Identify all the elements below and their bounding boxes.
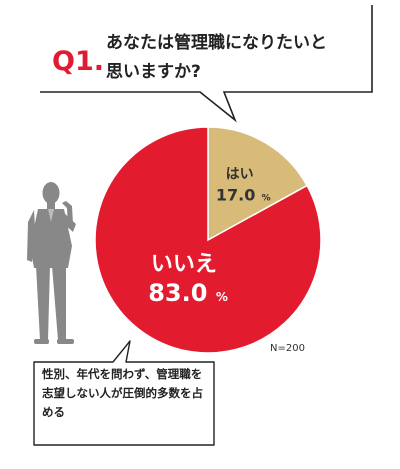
question-number: Q1. — [52, 46, 104, 77]
sample-size-note: N=200 — [270, 343, 305, 354]
pie-slice-0 — [207, 126, 309, 242]
question-text-line2: 思いますか? — [106, 62, 201, 82]
slice-category-label-0: はい — [226, 167, 254, 183]
caption-text: 性別、年代を問わず、管理職を志望しない人が圧倒的多数を占める — [42, 367, 203, 419]
slice-value-label-1: 83.0 — [148, 279, 207, 307]
pie-chart — [94, 126, 322, 354]
businessman-thinking-icon — [27, 182, 76, 344]
slice-unit-label-1: % — [216, 290, 228, 304]
slice-category-label-1: いいえ — [151, 252, 217, 277]
slice-value-label-0: 17.0 — [216, 186, 255, 205]
question-text-line1: あなたは管理職になりたいと — [106, 32, 327, 53]
pie-slice-1 — [94, 126, 322, 354]
question-frame — [40, 5, 373, 123]
slice-unit-label-0: % — [262, 194, 271, 204]
question-header: Q1. あなたは管理職になりたいと 思いますか? — [40, 5, 373, 123]
caption-bubble — [33, 340, 215, 446]
